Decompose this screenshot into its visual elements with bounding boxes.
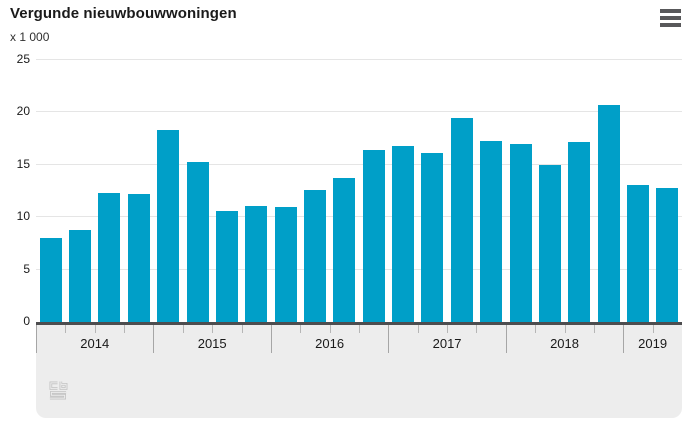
bar-2016-Q1[interactable] [274, 206, 297, 322]
year-separator [153, 325, 155, 353]
y-axis-tick-label: 0 [23, 314, 30, 328]
y-axis-unit-label: x 1 000 [10, 30, 50, 44]
bar-2015-Q1[interactable] [157, 130, 180, 322]
bar-2018-Q2[interactable] [538, 164, 561, 322]
year-separator [505, 325, 507, 353]
year-separator [36, 325, 37, 353]
quarter-tick [564, 325, 566, 333]
quarter-tick [593, 325, 595, 333]
year-separator [623, 325, 625, 353]
quarter-tick [329, 325, 331, 333]
bar-2015-Q4[interactable] [245, 205, 268, 322]
y-axis-tick-label: 20 [16, 104, 30, 119]
bar-2017-Q3[interactable] [450, 117, 473, 322]
bar-2015-Q2[interactable] [186, 161, 209, 322]
bar-2014-Q1[interactable] [39, 238, 62, 322]
quarter-tick [65, 325, 67, 333]
quarter-tick [300, 325, 302, 333]
y-axis-tick-label: 5 [23, 261, 30, 276]
bar-2016-Q2[interactable] [303, 189, 326, 322]
quarter-tick [447, 325, 449, 333]
quarter-tick [241, 325, 243, 333]
x-axis-panel: 2014 2015 2016 2017 2018 2019 [36, 325, 682, 418]
bar-2017-Q1[interactable] [392, 145, 415, 322]
gridline [36, 163, 682, 165]
bar-2018-Q1[interactable] [509, 143, 532, 322]
bar-2019-Q2[interactable] [656, 187, 679, 322]
bar-2014-Q2[interactable] [69, 229, 92, 322]
bar-2018-Q3[interactable] [568, 141, 591, 322]
bar-2016-Q4[interactable] [362, 150, 385, 322]
x-axis-year-label: 2017 [432, 336, 462, 351]
gridline [36, 59, 682, 60]
bar-2014-Q4[interactable] [127, 194, 150, 322]
bar-2017-Q2[interactable] [421, 153, 444, 322]
x-axis-year-label: 2015 [197, 336, 227, 351]
plot-area [36, 59, 682, 322]
x-axis-year-label: 2019 [638, 336, 668, 351]
bar-2016-Q3[interactable] [333, 178, 356, 322]
quarter-tick [124, 325, 126, 333]
y-axis-tick-label: 10 [16, 209, 30, 224]
bar-2017-Q4[interactable] [480, 140, 503, 322]
quarter-tick [652, 325, 654, 333]
bar-2019-Q1[interactable] [626, 184, 649, 322]
quarter-tick [182, 325, 184, 333]
quarter-tick [417, 325, 419, 333]
year-separator [270, 325, 272, 353]
bar-2014-Q3[interactable] [98, 193, 121, 322]
x-axis-year-label: 2016 [315, 336, 345, 351]
gridline [36, 268, 682, 270]
bar-2015-Q3[interactable] [215, 210, 238, 322]
bar-2018-Q4[interactable] [597, 105, 620, 322]
gridline [36, 111, 682, 113]
quarter-tick [535, 325, 537, 333]
hamburger-menu-icon[interactable] [660, 9, 681, 27]
quarter-tick [212, 325, 214, 333]
x-axis-line [36, 322, 682, 325]
quarter-tick [359, 325, 360, 333]
y-axis-tick-label: 25 [16, 52, 30, 66]
chart-title: Vergunde nieuwbouwwoningen [10, 5, 237, 22]
quarter-tick [476, 325, 478, 333]
x-axis-year-label: 2014 [80, 336, 110, 351]
x-axis-year-label: 2018 [550, 336, 579, 351]
gridline [36, 216, 682, 218]
y-axis-tick-label: 15 [16, 156, 30, 171]
quarter-tick [94, 325, 96, 333]
year-separator [388, 325, 390, 353]
cbs-logo [49, 381, 68, 400]
